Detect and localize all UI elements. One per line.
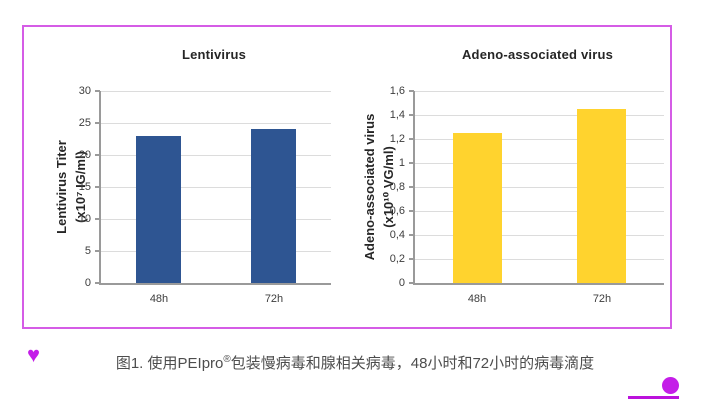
y-tick-mark bbox=[409, 282, 414, 284]
x-category-label: 72h bbox=[592, 293, 612, 305]
gridline bbox=[101, 154, 331, 156]
y-tick-mark bbox=[409, 258, 414, 260]
bar-48h bbox=[136, 135, 181, 283]
gridline bbox=[101, 218, 331, 220]
gridline bbox=[415, 90, 664, 92]
gridline bbox=[415, 162, 664, 164]
y-tick-mark bbox=[409, 114, 414, 116]
y-tick-label: 0,2 bbox=[389, 253, 405, 265]
gridline bbox=[101, 122, 331, 124]
x-category-label: 48h bbox=[149, 293, 169, 305]
y-tick-label: 0,4 bbox=[389, 229, 405, 241]
y-tick-mark bbox=[95, 218, 100, 220]
plot-area-aav: 0 0,2 0,4 0,6 0,8 1 1,2 1,4 1,6 48h 72h bbox=[390, 85, 664, 305]
y-tick-label: 20 bbox=[78, 149, 91, 161]
registered-trademark-symbol: ® bbox=[223, 354, 231, 365]
gridline bbox=[415, 234, 664, 236]
y-tick-mark bbox=[95, 282, 100, 284]
figure-caption: 图1. 使用PEIpro®包装慢病毒和腺相关病毒，48小时和72小时的病毒滴度 bbox=[0, 352, 710, 373]
gridline bbox=[415, 138, 664, 140]
y-tick-mark bbox=[409, 186, 414, 188]
gridline bbox=[101, 250, 331, 252]
caption-text-suffix: 包装慢病毒和腺相关病毒，48小时和72小时的病毒滴度 bbox=[230, 355, 595, 372]
y-tick-label: 1,6 bbox=[389, 85, 405, 97]
y-tick-mark bbox=[409, 138, 414, 140]
y-tick-mark bbox=[409, 162, 414, 164]
y-tick-label: 0 bbox=[84, 277, 91, 289]
y-tick-label: 0 bbox=[398, 277, 405, 289]
y-tick-mark bbox=[409, 210, 414, 212]
y-tick-mark bbox=[95, 250, 100, 252]
bar-72h bbox=[577, 109, 626, 283]
y-tick-mark bbox=[409, 90, 414, 92]
chart-title-lentivirus: Lentivirus bbox=[181, 47, 247, 62]
y-tick-label: 1 bbox=[398, 157, 405, 169]
y-tick-mark bbox=[409, 234, 414, 236]
y-tick-mark bbox=[95, 90, 100, 92]
y-tick-label: 10 bbox=[78, 213, 91, 225]
gridline bbox=[101, 90, 331, 92]
y-tick-label: 25 bbox=[78, 117, 91, 129]
x-category-label: 48h bbox=[467, 293, 487, 305]
y-tick-label: 5 bbox=[84, 245, 91, 257]
y-tick-label: 15 bbox=[78, 181, 91, 193]
gridline bbox=[101, 186, 331, 188]
heart-icon: ♥ bbox=[27, 342, 41, 367]
magenta-underline-decoration bbox=[628, 396, 679, 399]
figure-panel: Lentivirus Lentivirus Titer (x10⁷ IG/ml)… bbox=[22, 25, 672, 329]
chart-title-aav: Adeno-associated virus bbox=[461, 47, 614, 62]
y-tick-mark bbox=[95, 122, 100, 124]
circle-decoration bbox=[662, 377, 679, 394]
bar-48h bbox=[453, 133, 502, 283]
y-tick-label: 1,4 bbox=[389, 109, 405, 121]
gridline bbox=[415, 210, 664, 212]
y-tick-label: 0,6 bbox=[389, 205, 405, 217]
y-tick-label: 1,2 bbox=[389, 133, 405, 145]
gridline bbox=[415, 186, 664, 188]
gridline bbox=[415, 114, 664, 116]
gridline bbox=[415, 258, 664, 260]
y-tick-mark bbox=[95, 154, 100, 156]
caption-text-prefix: 图1. 使用PEIpro bbox=[115, 355, 224, 372]
y-tick-label: 30 bbox=[78, 85, 91, 97]
bar-72h bbox=[251, 129, 296, 283]
plot-area-lentivirus: 0 5 10 15 20 25 30 48h 72h bbox=[79, 85, 331, 305]
y-tick-mark bbox=[95, 186, 100, 188]
x-category-label: 72h bbox=[264, 293, 284, 305]
y-tick-label: 0,8 bbox=[389, 181, 405, 193]
